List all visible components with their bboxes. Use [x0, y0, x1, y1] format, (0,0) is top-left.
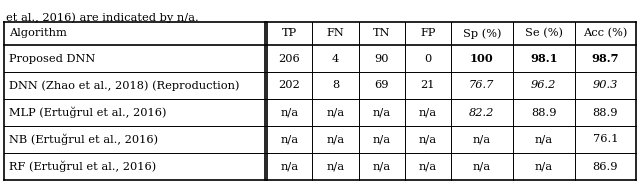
- Text: 100: 100: [470, 53, 493, 64]
- Text: 96.2: 96.2: [531, 81, 556, 90]
- Text: 86.9: 86.9: [593, 161, 618, 171]
- Text: TN: TN: [373, 28, 390, 38]
- Text: MLP (Ertuğrul et al., 2016): MLP (Ertuğrul et al., 2016): [9, 107, 166, 118]
- Text: 82.2: 82.2: [469, 107, 495, 118]
- Text: Sp (%): Sp (%): [463, 28, 501, 39]
- Text: n/a: n/a: [372, 161, 390, 171]
- Text: n/a: n/a: [473, 135, 491, 144]
- Text: 98.1: 98.1: [530, 53, 557, 64]
- Text: 0: 0: [424, 53, 431, 64]
- Text: 88.9: 88.9: [531, 107, 556, 118]
- Text: 69: 69: [374, 81, 389, 90]
- Text: Acc (%): Acc (%): [583, 28, 628, 39]
- Text: TP: TP: [282, 28, 297, 38]
- Text: n/a: n/a: [419, 135, 437, 144]
- Text: n/a: n/a: [280, 107, 298, 118]
- Text: 90: 90: [374, 53, 389, 64]
- Text: n/a: n/a: [419, 161, 437, 171]
- Text: FN: FN: [326, 28, 344, 38]
- Text: n/a: n/a: [534, 135, 553, 144]
- Text: n/a: n/a: [473, 161, 491, 171]
- Text: 98.7: 98.7: [591, 53, 619, 64]
- Text: 8: 8: [332, 81, 339, 90]
- Text: 90.3: 90.3: [593, 81, 618, 90]
- Text: 206: 206: [278, 53, 300, 64]
- Text: FP: FP: [420, 28, 435, 38]
- Text: DNN (Zhao et al., 2018) (Reproduction): DNN (Zhao et al., 2018) (Reproduction): [9, 80, 239, 91]
- Text: 88.9: 88.9: [593, 107, 618, 118]
- Text: Algorithm: Algorithm: [9, 28, 67, 38]
- Text: n/a: n/a: [372, 135, 390, 144]
- Text: n/a: n/a: [326, 161, 344, 171]
- Text: RF (Ertuğrul et al., 2016): RF (Ertuğrul et al., 2016): [9, 161, 156, 172]
- Text: NB (Ertuğrul et al., 2016): NB (Ertuğrul et al., 2016): [9, 134, 158, 145]
- Text: n/a: n/a: [326, 135, 344, 144]
- Text: et al., 2016) are indicated by n/a.: et al., 2016) are indicated by n/a.: [6, 12, 199, 23]
- Text: n/a: n/a: [280, 161, 298, 171]
- Text: 4: 4: [332, 53, 339, 64]
- Text: n/a: n/a: [326, 107, 344, 118]
- Text: Se (%): Se (%): [525, 28, 563, 39]
- Text: Proposed DNN: Proposed DNN: [9, 53, 95, 64]
- Text: n/a: n/a: [534, 161, 553, 171]
- Text: 21: 21: [420, 81, 435, 90]
- Text: 76.7: 76.7: [469, 81, 495, 90]
- Text: 76.1: 76.1: [593, 135, 618, 144]
- Text: 202: 202: [278, 81, 300, 90]
- Text: n/a: n/a: [280, 135, 298, 144]
- Text: n/a: n/a: [372, 107, 390, 118]
- Text: n/a: n/a: [419, 107, 437, 118]
